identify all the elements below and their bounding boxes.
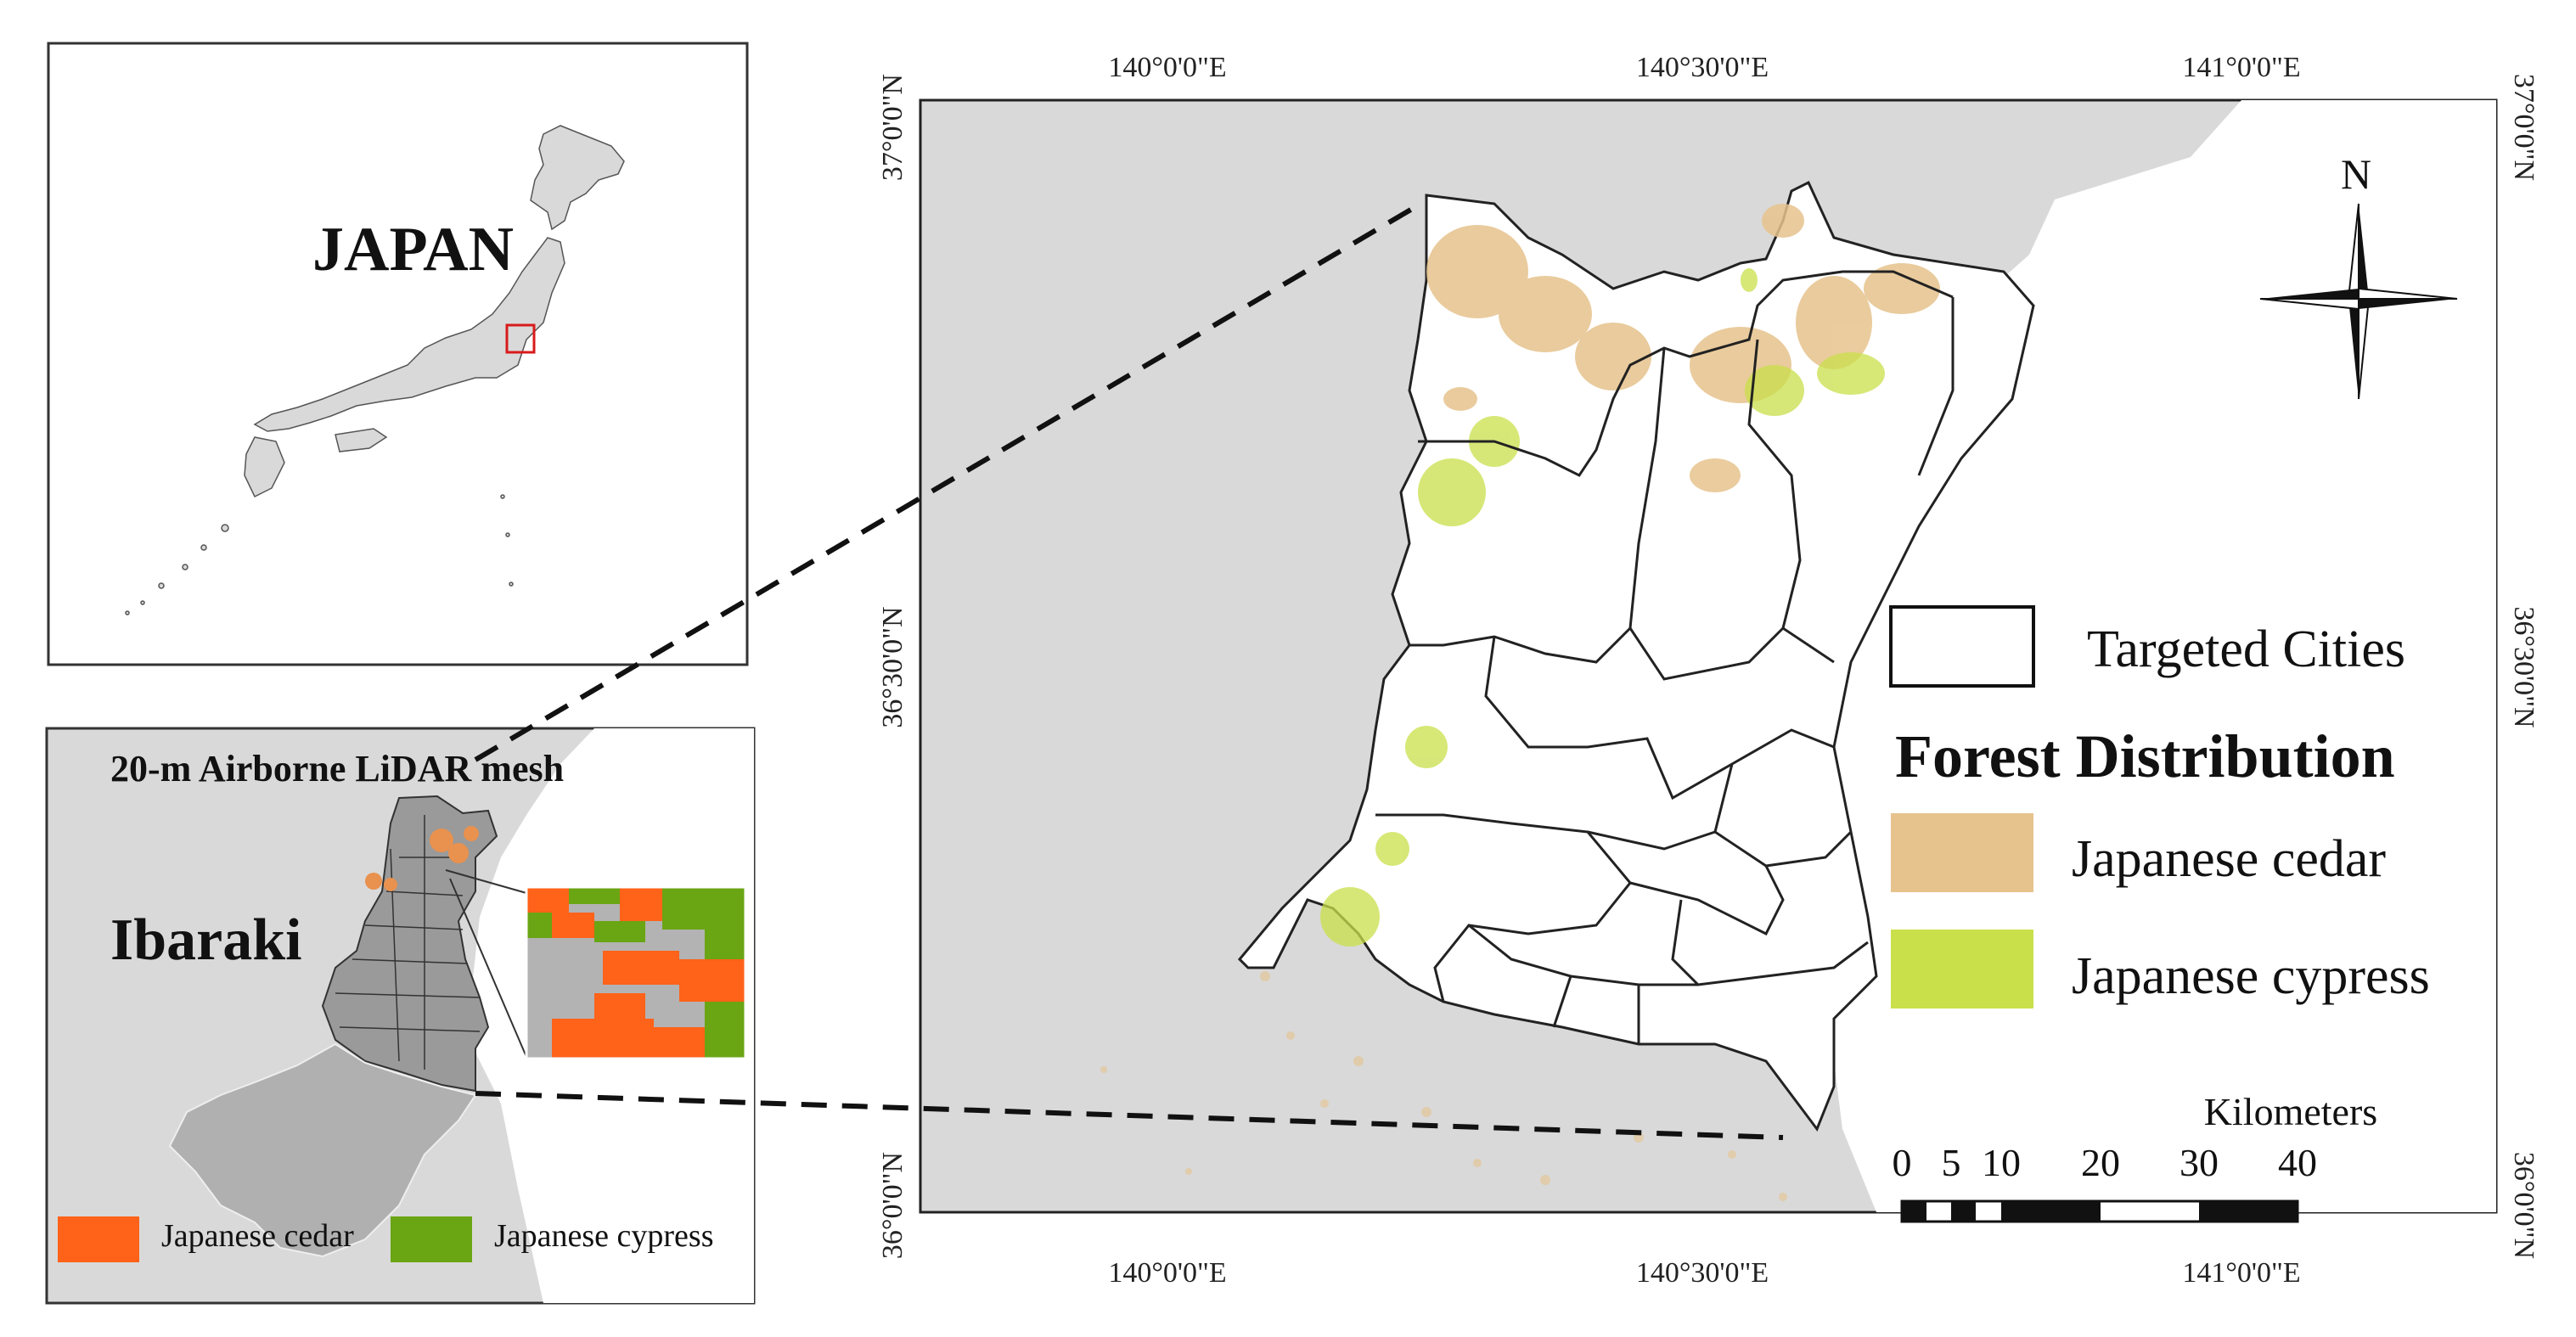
right-tick-36-30: 36°30'0"N (2508, 606, 2539, 727)
bottom-tick-141-0: 141°0'0"E (2182, 1257, 2300, 1289)
legend-cypress-label: Japanese cypress (2072, 947, 2430, 1005)
scattered-forest-outside (1100, 971, 1787, 1201)
top-tick-140-30: 140°30'0"E (1636, 52, 1769, 83)
chiba-region (168, 1042, 477, 1258)
left-tick-37-0: 37°0'0"N (877, 74, 908, 181)
scale-label-0: 0 (1893, 1141, 1912, 1184)
inset-legend-cedar-label: Japanese cedar (161, 1218, 354, 1254)
bottom-tick-140-0: 140°0'0"E (1108, 1257, 1226, 1289)
japan-islands (125, 125, 625, 615)
main-map (919, 98, 2498, 1214)
lidar-mesh-zoom (525, 885, 747, 1060)
legend-targeted-cities-label: Targeted Cities (2087, 621, 2405, 678)
inset-forest-patches (365, 826, 479, 891)
overview-frame (47, 42, 749, 666)
city-boundaries (1375, 270, 1954, 1044)
ibaraki-prefecture (321, 795, 498, 1093)
cypress-patches (1320, 268, 1885, 947)
scale-label-30: 30 (2179, 1141, 2219, 1184)
overview-map: JAPAN (47, 42, 749, 666)
legend-cypress-swatch (1891, 930, 2033, 1008)
legend-cedar-label: Japanese cedar (2072, 830, 2386, 888)
right-tick-36-0: 36°0'0"N (2508, 1152, 2539, 1259)
north-arrow-icon: N (2259, 150, 2458, 400)
inset-legend-cypress-swatch (391, 1216, 472, 1262)
zoom-connector-lines (474, 203, 1784, 1140)
inset-title: 20-m Airborne LiDAR mesh (110, 748, 564, 789)
scale-label-10: 10 (1982, 1141, 2021, 1184)
scale-bar: Kilometers 0 5 10 20 30 40 (1893, 1090, 2377, 1223)
graticule-labels: 140°0'0"E 140°30'0"E 141°0'0"E 140°0'0"E… (877, 52, 2539, 1289)
top-tick-141-0: 141°0'0"E (2182, 52, 2300, 83)
right-tick-37-0: 37°0'0"N (2508, 74, 2539, 181)
inset-legend-cypress-label: Japanese cypress (494, 1218, 714, 1254)
legend-targeted-cities-swatch (1889, 605, 2035, 688)
scale-label-20: 20 (2081, 1141, 2120, 1184)
cedar-patches (1426, 204, 1940, 492)
study-area-locator-box (505, 323, 536, 354)
inset-callout-lines (445, 869, 527, 1058)
legend-cedar-swatch (1891, 813, 2033, 892)
inset-legend-cedar-swatch (58, 1216, 139, 1262)
country-label: JAPAN (312, 215, 514, 284)
north-label: N (2341, 150, 2371, 198)
bottom-tick-140-30: 140°30'0"E (1636, 1257, 1769, 1289)
prefecture-label: Ibaraki (110, 907, 302, 973)
inset-legend: Japanese cedar Japanese cypress (58, 1216, 714, 1262)
inset-map: 20-m Airborne LiDAR mesh Ibaraki Japanes… (45, 727, 756, 1305)
top-tick-140-0: 140°0'0"E (1108, 52, 1226, 83)
left-tick-36-30: 36°30'0"N (877, 606, 908, 727)
main-legend: Targeted Cities Forest Distribution Japa… (1889, 605, 2430, 1008)
legend-forest-title: Forest Distribution (1895, 722, 2395, 790)
scale-label-40: 40 (2278, 1141, 2317, 1184)
left-tick-36-0: 36°0'0"N (877, 1152, 908, 1259)
scale-label-5: 5 (1942, 1141, 1961, 1184)
scale-unit-label: Kilometers (2204, 1090, 2377, 1133)
